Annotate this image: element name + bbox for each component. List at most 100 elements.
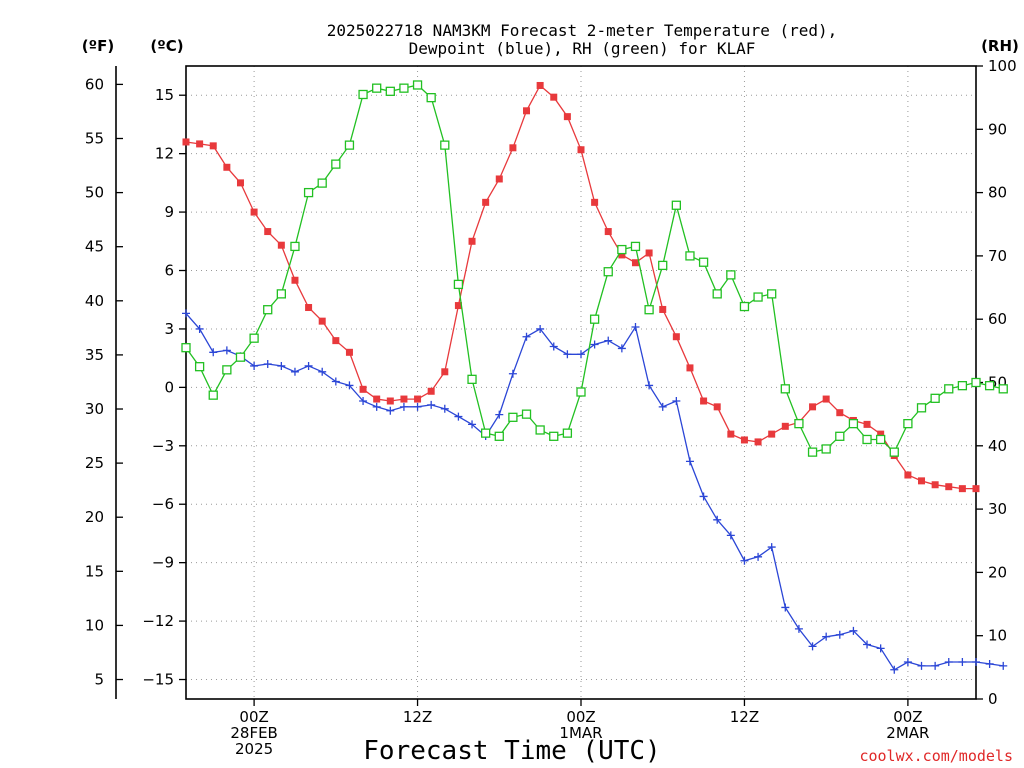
dewpoint-point <box>631 322 640 331</box>
temperature-point <box>223 163 231 171</box>
data-series <box>181 80 1008 674</box>
temperature-point <box>209 142 217 150</box>
temperature-point <box>686 364 694 372</box>
rh-point <box>494 431 504 441</box>
time-tick-label: 00Z <box>239 708 268 726</box>
title-line-1: 2025022718 NAM3KM Forecast 2-meter Tempe… <box>327 21 838 40</box>
dewpoint-point <box>195 324 204 333</box>
temperature-point <box>550 93 558 101</box>
rh-point <box>249 333 259 343</box>
rh-point <box>780 384 790 394</box>
temperature-point <box>918 477 926 485</box>
temperature-point <box>631 259 639 267</box>
series-dewpoint <box>182 309 1008 674</box>
dewpoint-point <box>522 332 531 341</box>
rh-point <box>971 377 981 388</box>
dewpoint-point <box>808 642 817 651</box>
rh-point <box>753 292 763 302</box>
temperature-point <box>332 337 340 345</box>
rh-tick-label: 100 <box>988 57 1017 75</box>
dewpoint-point <box>563 350 572 359</box>
dewpoint-point <box>413 402 422 411</box>
dewpoint-point <box>440 404 449 413</box>
temperature-point <box>958 485 966 493</box>
dewpoint-point <box>903 657 912 666</box>
dewpoint-point <box>359 397 368 406</box>
rh-point <box>617 244 627 255</box>
time-tick-label: 1MAR <box>559 724 602 742</box>
dewpoint-point <box>985 659 994 668</box>
temperature-point <box>754 438 762 446</box>
rh-point <box>412 80 423 90</box>
rh-point <box>644 305 654 315</box>
rh-point <box>290 241 300 252</box>
dewpoint-point <box>767 543 776 552</box>
temperature-point <box>809 403 817 411</box>
dewpoint-point <box>536 324 545 333</box>
celsius-tick-label: 6 <box>164 262 174 280</box>
dewpoint-point <box>917 661 926 670</box>
temperature-point <box>427 387 435 395</box>
dewpoint-point <box>958 657 967 666</box>
temperature-point <box>277 241 285 249</box>
dewpoint-point <box>277 361 286 370</box>
x-axis-title: Forecast Time (UTC) <box>363 736 660 766</box>
rh-point <box>835 431 845 441</box>
temperature-point <box>836 409 844 417</box>
dewpoint-point <box>645 381 654 390</box>
temperature-point <box>618 251 626 259</box>
rh-tick-label: 90 <box>988 120 1007 138</box>
temperature-point <box>236 179 244 187</box>
temperature-point <box>563 113 571 121</box>
dewpoint-point <box>617 344 626 353</box>
temperature-point <box>863 420 871 428</box>
temperature-point <box>373 395 381 403</box>
rh-point <box>222 365 232 375</box>
celsius-tick-label: 15 <box>155 86 174 104</box>
temperature-point <box>523 107 531 115</box>
rh-point <box>957 381 968 391</box>
dewpoint-point <box>863 640 872 649</box>
celsius-tick-label: −6 <box>152 495 174 513</box>
series-temperature <box>182 81 980 493</box>
time-tick-label: 12Z <box>730 708 759 726</box>
rh-point <box>767 289 777 299</box>
dewpoint-point <box>672 397 681 406</box>
rh-point <box>317 178 327 188</box>
rh-tick-label: 40 <box>988 437 1007 455</box>
rh-point <box>889 447 899 457</box>
rh-line <box>185 84 1004 454</box>
temperature-point <box>713 403 721 411</box>
rh-point <box>916 403 927 413</box>
dewpoint-point <box>508 369 517 378</box>
rh-point <box>385 86 395 96</box>
fahrenheit-tick-label: 10 <box>85 616 104 634</box>
temperature-point <box>345 348 353 356</box>
temperature-point <box>781 422 789 430</box>
series-rh <box>181 80 1008 457</box>
dewpoint-point <box>290 367 299 376</box>
dewpoint-point <box>495 410 504 419</box>
dewpoint-point <box>754 552 763 561</box>
temperature-point <box>536 81 544 89</box>
celsius-tick-label: −9 <box>152 554 174 572</box>
rh-point <box>521 409 532 419</box>
rh-point <box>331 159 341 169</box>
dewpoint-point <box>468 420 477 429</box>
rh-point <box>726 270 736 280</box>
rh-point <box>671 200 681 210</box>
celsius-tick-label: 12 <box>155 145 174 163</box>
time-tick-label: 00Z <box>893 708 922 726</box>
dewpoint-point <box>250 361 259 370</box>
fahrenheit-tick-label: 40 <box>85 292 104 310</box>
temperature-point <box>768 430 776 438</box>
time-tick-label: 2025 <box>235 740 273 758</box>
fahrenheit-tick-label: 60 <box>85 75 104 93</box>
temperature-point <box>972 485 980 493</box>
rh-point <box>698 257 709 267</box>
temperature-point <box>318 317 326 325</box>
rh-tick-label: 30 <box>988 500 1007 518</box>
rh-point <box>794 418 804 429</box>
chart-title: 2025022718 NAM3KM Forecast 2-meter Tempe… <box>327 21 838 58</box>
